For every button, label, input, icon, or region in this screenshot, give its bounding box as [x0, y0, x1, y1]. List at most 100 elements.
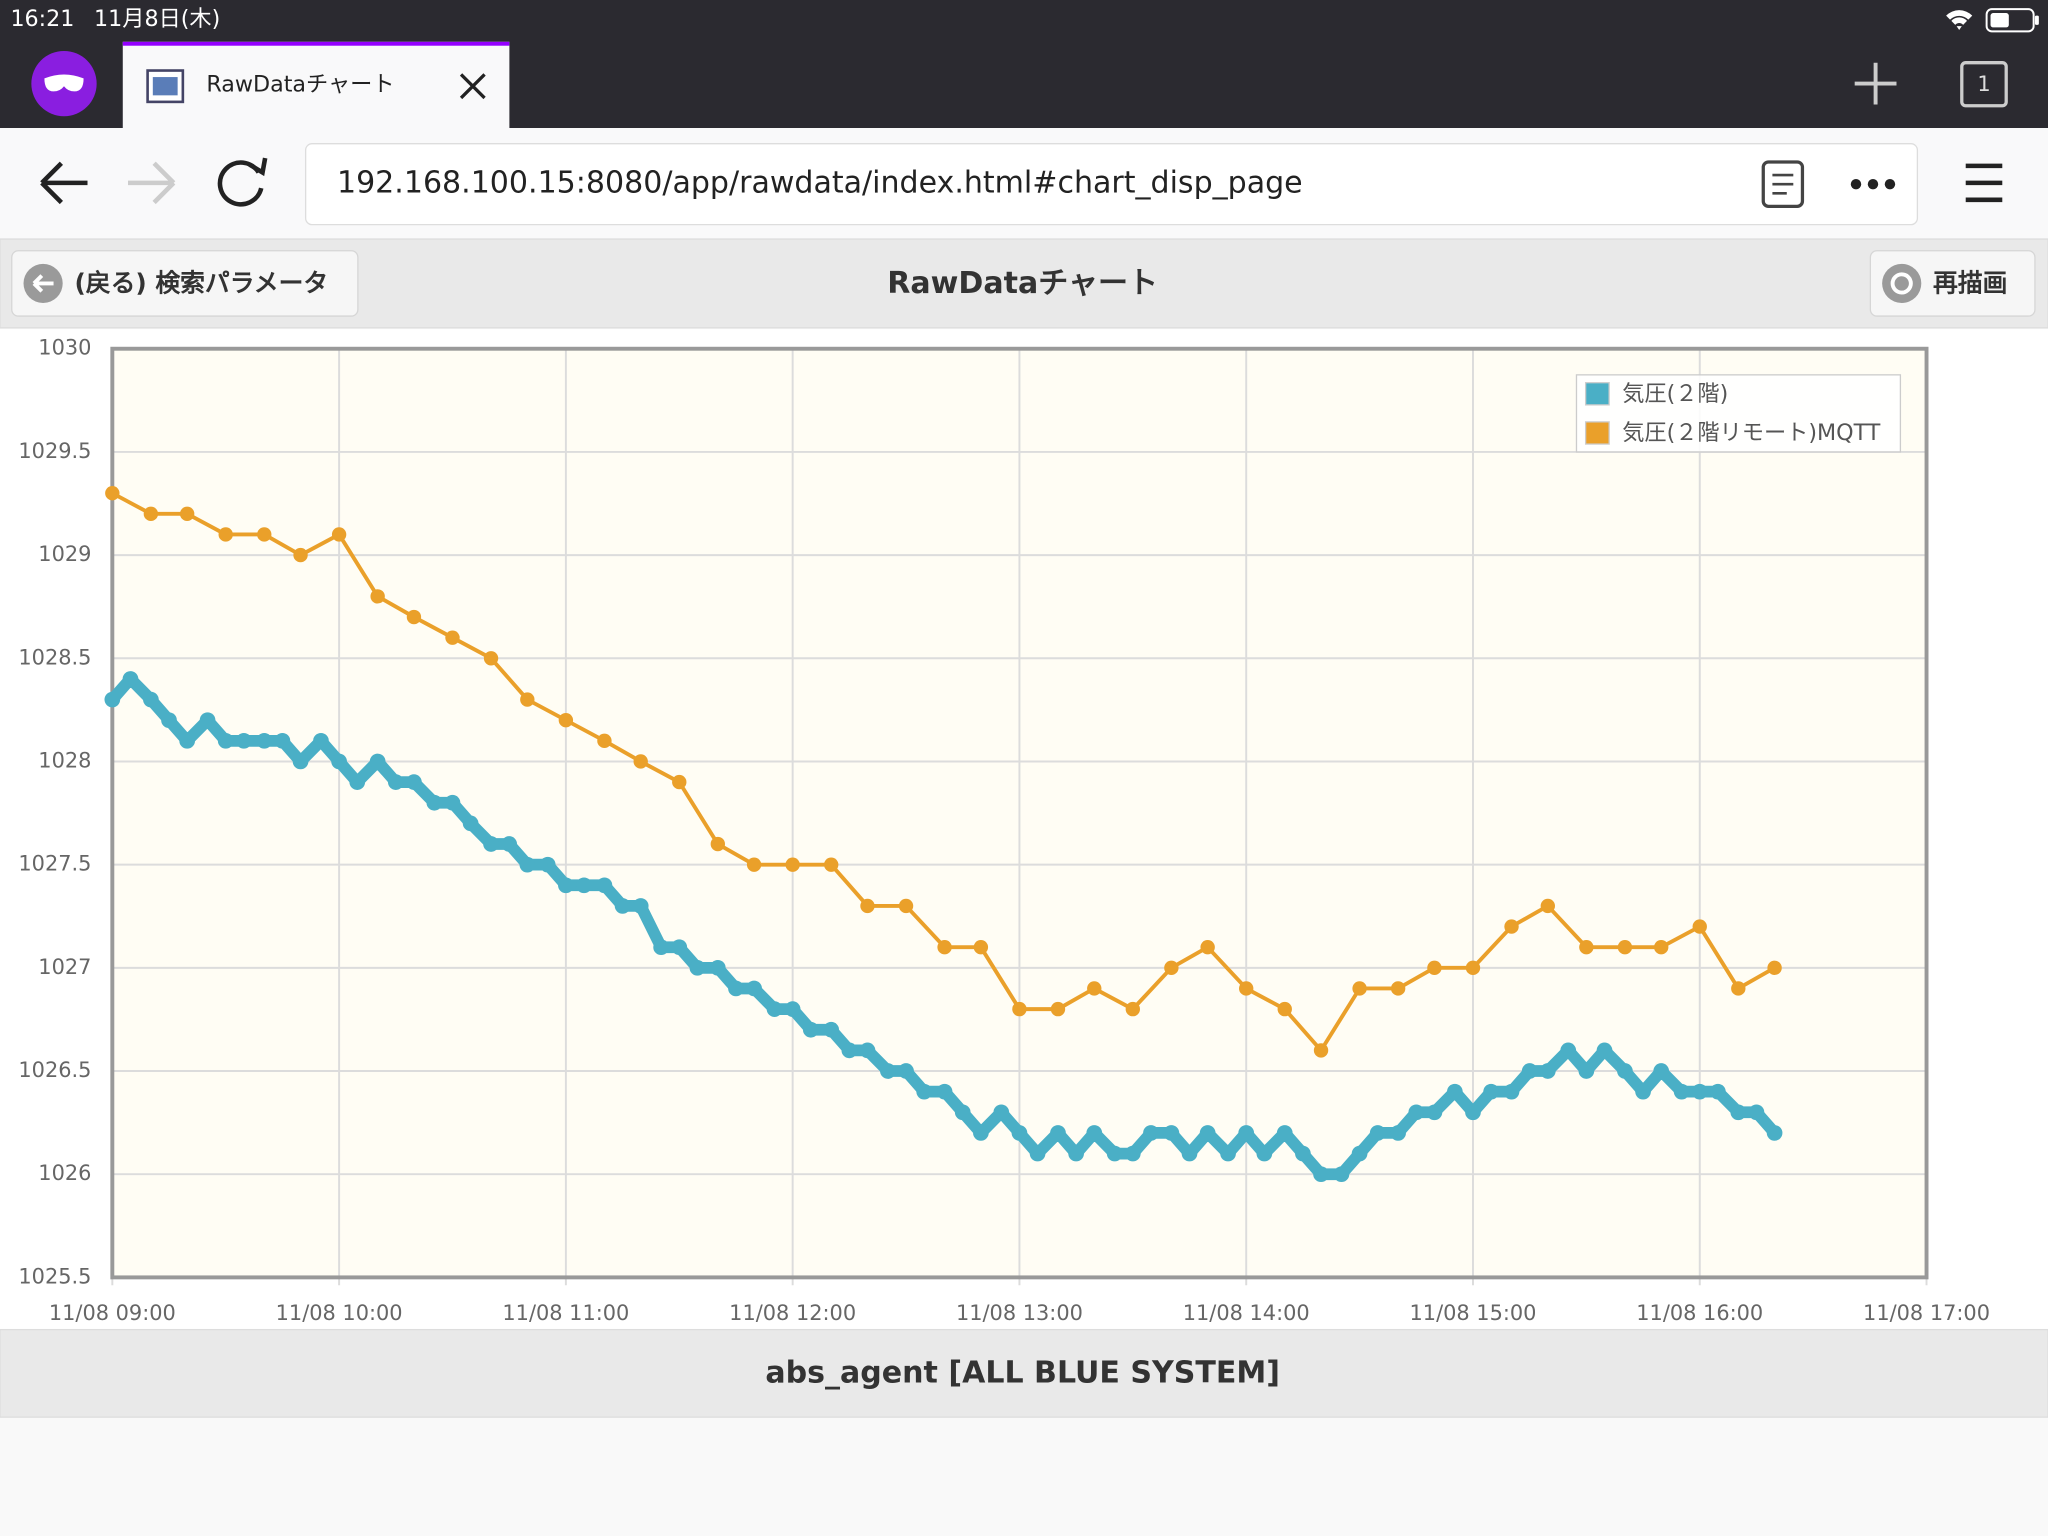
data-point [444, 794, 461, 811]
data-point [860, 898, 875, 914]
chart: 1025.5 1026 1026.5 1027 1027.5 1028 1028.5 1029… [18, 336, 1990, 1325]
back-button[interactable] [11, 250, 359, 317]
tab-close[interactable] [459, 73, 486, 100]
more-menu[interactable] [1850, 178, 1896, 190]
data-point [217, 732, 234, 749]
data-point [1125, 1001, 1140, 1017]
data-point [841, 1042, 858, 1059]
data-point [1351, 1145, 1368, 1162]
data-point [1408, 1104, 1425, 1121]
data-point [1465, 960, 1481, 976]
data-point [1256, 1145, 1273, 1162]
data-point [671, 939, 688, 956]
data-point [1539, 1063, 1556, 1079]
tab-counter[interactable] [1960, 61, 2008, 108]
data-point [1313, 1166, 1329, 1183]
data-point [993, 1104, 1010, 1121]
data-point [1578, 1063, 1595, 1079]
data-point [1617, 1063, 1633, 1079]
plot-border [110, 346, 1929, 1280]
data-point [501, 836, 518, 852]
data-point [1238, 1125, 1255, 1141]
data-point [1748, 1104, 1765, 1121]
data-point [143, 691, 159, 708]
legend-box [1575, 374, 1902, 453]
data-point [256, 732, 273, 749]
data-point [331, 753, 347, 770]
reload[interactable] [217, 160, 264, 207]
data-point [1124, 1145, 1141, 1162]
data-point [597, 733, 612, 749]
y-tick-label: 1026 [38, 1161, 91, 1185]
data-point [1560, 1042, 1577, 1059]
active-tab[interactable] [122, 41, 510, 129]
data-point [1673, 1083, 1690, 1100]
hamburger[interactable] [1965, 163, 2003, 203]
url: 192.168.100.15:8080/app/rawdata/index.ht… [337, 166, 1303, 201]
data-point [313, 732, 329, 749]
data-point [709, 960, 726, 976]
data-point [632, 898, 649, 914]
data-point [331, 527, 347, 542]
data-point [1239, 981, 1254, 996]
data-point [1086, 1125, 1103, 1141]
data-point [1369, 1125, 1386, 1141]
data-point [1503, 1083, 1520, 1100]
redraw-label: 再描画 [1933, 269, 2007, 298]
status-date: 11月8日(木) [94, 6, 220, 32]
data-point [1012, 1001, 1027, 1017]
legend-label: 気圧(２階リモート)MQTT [1622, 420, 1881, 446]
data-point [916, 1083, 933, 1100]
data-point [1277, 1001, 1292, 1017]
data-point [710, 836, 726, 852]
footer-text: abs_agent [ALL BLUE SYSTEM] [765, 1356, 1280, 1391]
new-tab[interactable] [1854, 62, 1897, 105]
forward[interactable] [127, 161, 176, 205]
data-point [292, 753, 309, 770]
data-point [824, 857, 839, 872]
data-point [218, 527, 233, 542]
y-tick-label: 1030 [38, 336, 91, 360]
back[interactable] [40, 161, 88, 205]
tab-indicator [122, 41, 510, 46]
data-point [558, 877, 574, 894]
data-point [802, 1021, 819, 1038]
data-point [1087, 981, 1102, 996]
back-arrow [32, 274, 54, 293]
y-tick-label: 1028.5 [18, 645, 91, 669]
x-tick-label: 11/08 17:00 [1863, 1301, 1990, 1325]
data-point [143, 506, 159, 522]
data-point [349, 774, 366, 790]
y-tick-label: 1026.5 [18, 1058, 91, 1082]
data-point [1181, 1145, 1198, 1162]
x-tick-label: 11/08 10:00 [276, 1301, 403, 1325]
data-point [973, 940, 989, 955]
data-point [1050, 1001, 1066, 1017]
data-point [445, 630, 460, 645]
data-point [1029, 1145, 1046, 1162]
data-point [954, 1104, 971, 1121]
data-point [1313, 1043, 1329, 1058]
data-point [689, 960, 706, 976]
data-point [1579, 940, 1594, 955]
data-point [483, 836, 499, 852]
url-field[interactable] [304, 143, 1919, 226]
data-point [937, 940, 952, 955]
legend-label: 気圧(２階) [1622, 381, 1728, 407]
data-point [1465, 1104, 1481, 1121]
gear-hole [1890, 272, 1913, 295]
data-point [728, 980, 744, 997]
data-point [1483, 1083, 1499, 1100]
data-point [1390, 1125, 1406, 1141]
data-point [1352, 981, 1367, 996]
x-tick-label: 11/08 15:00 [1410, 1301, 1537, 1325]
data-point [122, 671, 139, 687]
data-point [1427, 960, 1442, 976]
data-point [1540, 898, 1555, 914]
gear-icon [1882, 263, 1922, 304]
reader-mode[interactable] [1761, 160, 1805, 208]
data-point [370, 589, 385, 604]
data-point [823, 1021, 840, 1038]
data-point [406, 774, 422, 790]
